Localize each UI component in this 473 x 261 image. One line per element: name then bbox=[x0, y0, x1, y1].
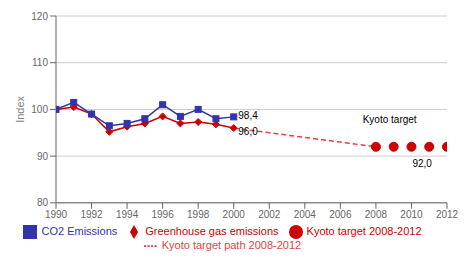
svg-text:110: 110 bbox=[32, 57, 48, 68]
svg-text:2012: 2012 bbox=[436, 209, 459, 220]
html-text:Kyoto target 2008-2012: Kyoto target 2008-2012 bbox=[306, 224, 422, 237]
svg-text:90: 90 bbox=[37, 151, 49, 162]
svg-text:Kyoto target: Kyoto target bbox=[363, 114, 417, 125]
html-text:Greenhouse gas emissions: Greenhouse gas emissions bbox=[145, 224, 279, 237]
svg-text:2002: 2002 bbox=[258, 209, 281, 220]
svg-text:1990: 1990 bbox=[45, 209, 68, 220]
svg-text:2010: 2010 bbox=[400, 209, 423, 220]
svg-text:92,0: 92,0 bbox=[412, 158, 432, 169]
svg-text:1998: 1998 bbox=[187, 209, 210, 220]
svg-text:80: 80 bbox=[37, 197, 49, 208]
html-text:Kyoto target path 2008-2012: Kyoto target path 2008-2012 bbox=[161, 238, 302, 251]
svg-text:120: 120 bbox=[31, 11, 48, 22]
svg-text:1994: 1994 bbox=[116, 209, 139, 220]
svg-text:98,4: 98,4 bbox=[238, 110, 258, 121]
svg-text:2004: 2004 bbox=[294, 209, 317, 220]
svg-text:2000: 2000 bbox=[223, 209, 246, 220]
svg-text:100: 100 bbox=[31, 104, 48, 115]
svg-text:2008: 2008 bbox=[365, 209, 388, 220]
svg-text:96,0: 96,0 bbox=[238, 126, 258, 137]
svg-text:Index: Index bbox=[14, 95, 26, 122]
svg-text:2006: 2006 bbox=[329, 209, 352, 220]
html-text:CO2 Emissions: CO2 Emissions bbox=[41, 224, 118, 237]
svg-text:1992: 1992 bbox=[80, 209, 103, 220]
svg-text:1996: 1996 bbox=[152, 209, 175, 220]
